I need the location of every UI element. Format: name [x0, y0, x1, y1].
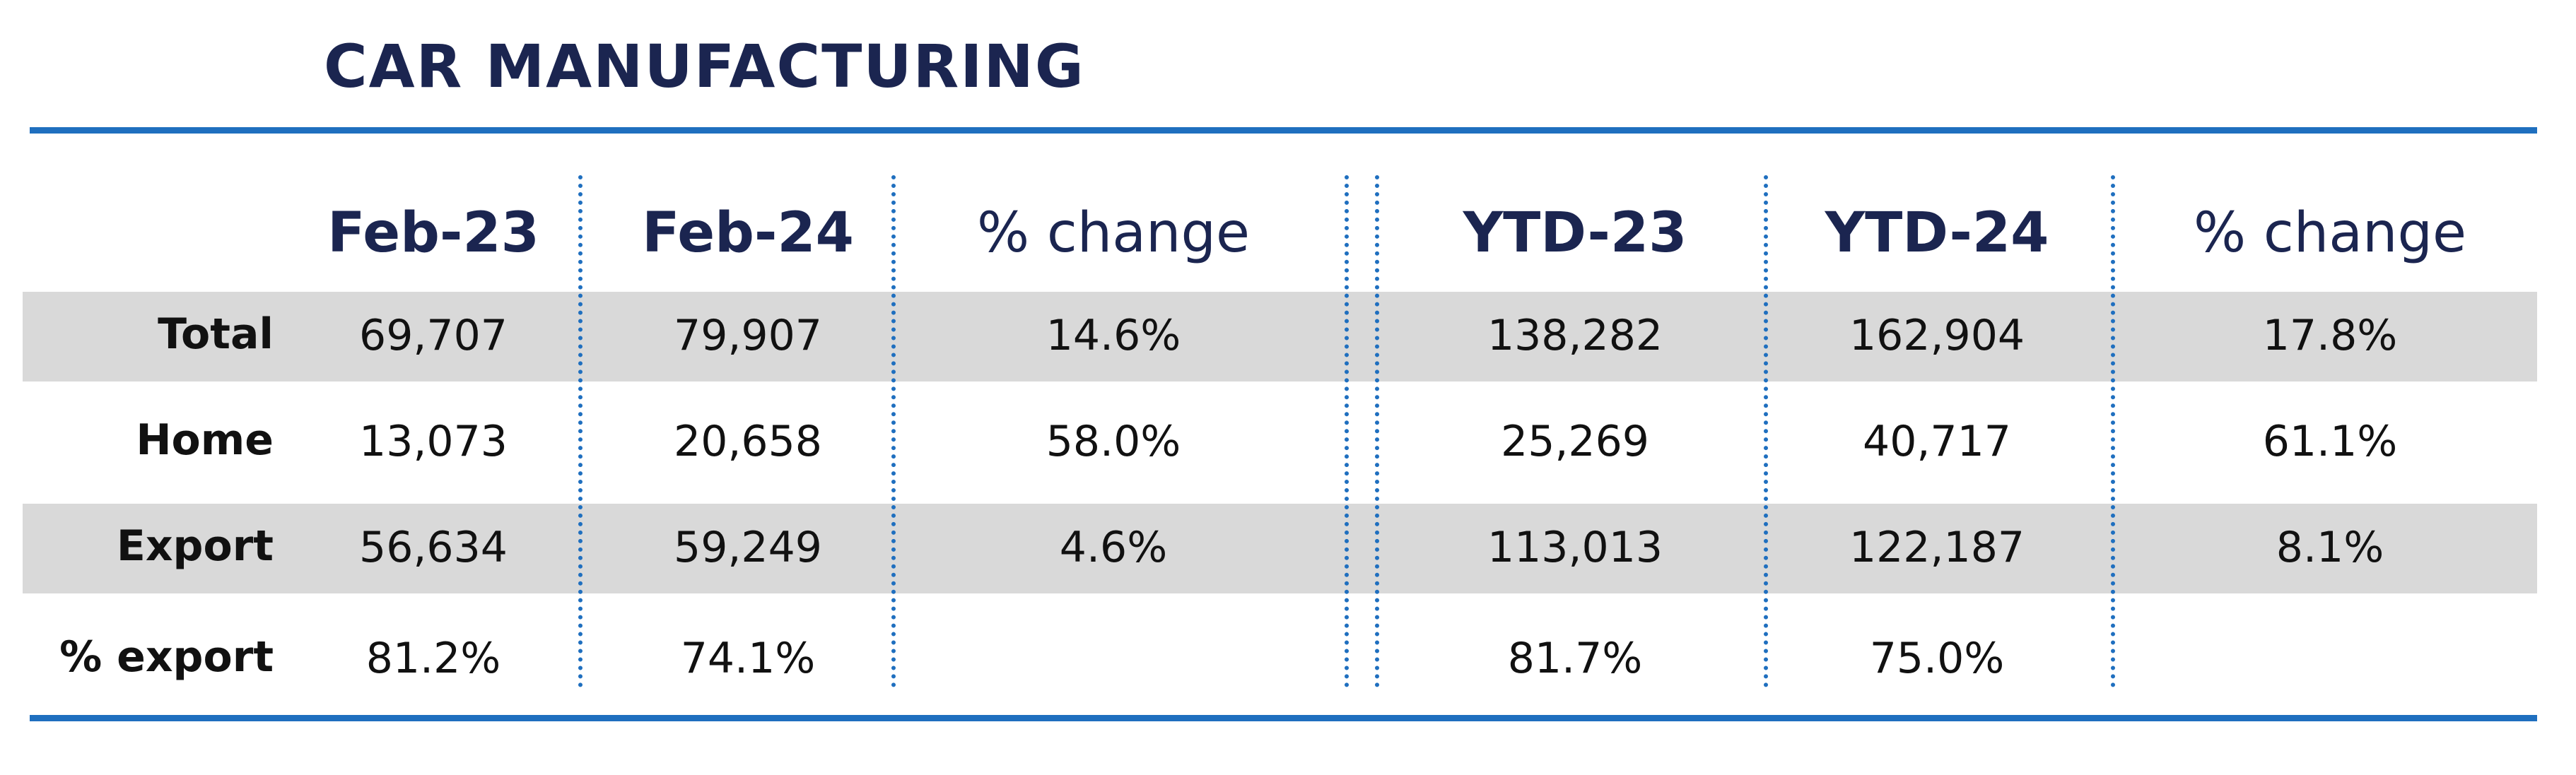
table-cell: 162,904 — [1849, 311, 2025, 360]
table-cell: 75.0% — [1869, 634, 2005, 683]
table-cell: 17.8% — [2262, 311, 2398, 360]
table-cell: 74.1% — [680, 634, 816, 683]
table-cell: 81.7% — [1507, 634, 1643, 683]
table-cell: 40,717 — [1863, 417, 2011, 466]
table-cell: 59,249 — [674, 523, 822, 572]
column-separator — [891, 175, 896, 687]
table-cell: 113,013 — [1487, 523, 1663, 572]
column-header: Feb-24 — [642, 201, 854, 265]
column-header: Feb-23 — [327, 201, 539, 265]
table-cell: 56,634 — [359, 523, 508, 572]
row-band-total — [23, 292, 2537, 381]
table-cell: 13,073 — [359, 417, 508, 466]
column-separator — [1375, 175, 1379, 687]
column-header: YTD-24 — [1825, 201, 2049, 265]
column-separator — [2111, 175, 2115, 687]
table-cell: 61.1% — [2262, 417, 2398, 466]
row-label: Total — [158, 309, 274, 359]
row-label: Home — [136, 415, 274, 465]
table-cell: 14.6% — [1046, 311, 1181, 360]
table-cell: 20,658 — [674, 417, 822, 466]
table-cell: 122,187 — [1849, 523, 2025, 572]
column-header: % change — [977, 201, 1250, 265]
column-header: % change — [2194, 201, 2466, 265]
table-cell: 69,707 — [359, 311, 508, 360]
top-rule — [30, 127, 2537, 134]
table-cell: 58.0% — [1046, 417, 1181, 466]
table-cell — [965, 630, 1262, 687]
column-separator — [1345, 175, 1349, 687]
table-cell — [2182, 630, 2478, 687]
row-band-export — [23, 504, 2537, 593]
column-separator — [1764, 175, 1768, 687]
row-label: Export — [116, 521, 274, 571]
table-cell: 4.6% — [1059, 523, 1168, 572]
row-label: % export — [59, 632, 274, 682]
column-header: YTD-23 — [1463, 201, 1687, 265]
column-separator — [578, 175, 582, 687]
table-cell: 138,282 — [1487, 311, 1663, 360]
table-cell: 79,907 — [674, 311, 822, 360]
table-cell: 81.2% — [365, 634, 501, 683]
table-cell: 25,269 — [1501, 417, 1649, 466]
bottom-rule — [30, 715, 2537, 721]
table-cell: 8.1% — [2276, 523, 2384, 572]
table-title: CAR MANUFACTURING — [324, 32, 1085, 101]
